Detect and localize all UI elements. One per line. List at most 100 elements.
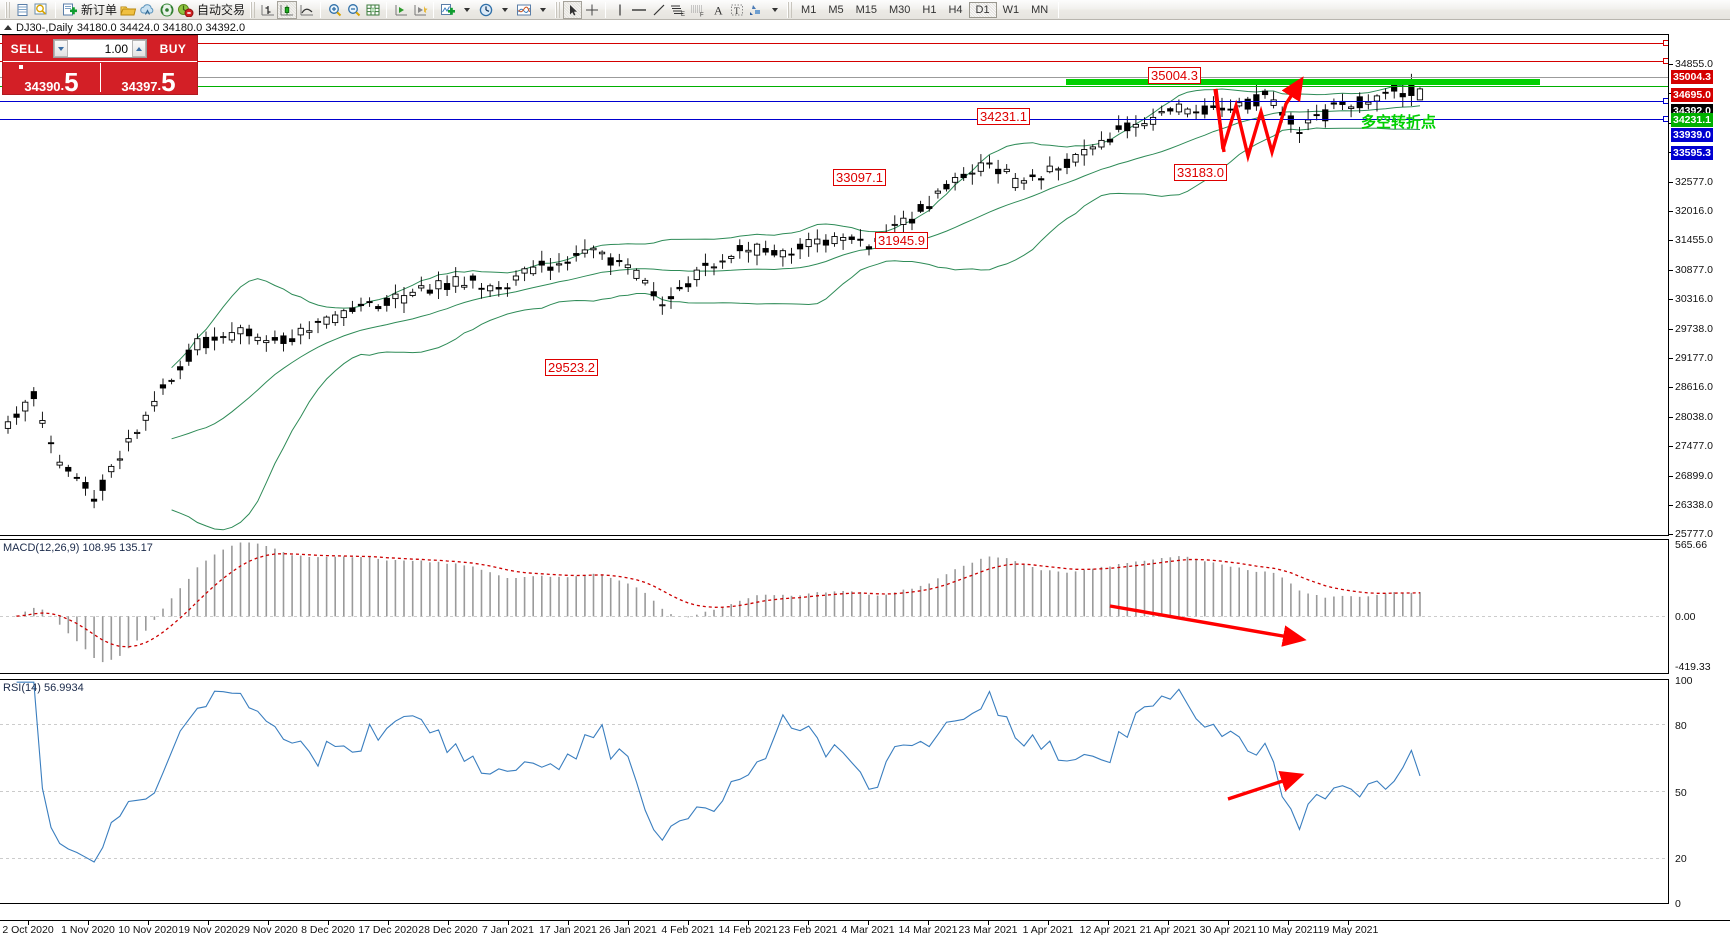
price-tag-34695[interactable]: 34695.0: [1671, 88, 1713, 102]
time-tick: [1228, 921, 1229, 925]
timeframe-m30[interactable]: M30: [889, 3, 911, 16]
timeframe-m5[interactable]: M5: [828, 3, 844, 16]
volume-decrement-button[interactable]: [54, 40, 68, 57]
volume-value[interactable]: 1.00: [104, 41, 128, 56]
buy-button[interactable]: BUY: [159, 41, 187, 56]
timeframe-w1[interactable]: W1: [1002, 3, 1020, 16]
rsi-scale[interactable]: 100 80 50 20 0: [1668, 675, 1730, 910]
price-tag-33939[interactable]: 33939.0: [1671, 128, 1713, 142]
hline-icon[interactable]: [629, 1, 649, 19]
timeframe-d1[interactable]: D1: [968, 1, 997, 18]
fibo-f-icon[interactable]: F: [688, 1, 708, 19]
price-tick: [1669, 445, 1673, 447]
templates-icon[interactable]: [514, 1, 533, 19]
macd-scale-label: 0.00: [1675, 611, 1696, 624]
cloud-icon[interactable]: [138, 1, 157, 19]
bar-chart-icon[interactable]: [258, 1, 277, 19]
rsi-scale-label: 100: [1675, 675, 1693, 687]
one-click-trade-panel[interactable]: SELL 1.00 BUY 34390 . 5 34397 . 5: [2, 35, 198, 95]
price-scale-label: 28616.0: [1675, 380, 1713, 393]
price-scale[interactable]: 34855.034294.033716.033155.032577.032016…: [1668, 34, 1730, 540]
timeframe-m15[interactable]: M15: [855, 3, 877, 16]
level-line-33939[interactable]: [0, 98, 1669, 104]
rsi-scale-label: 0: [1675, 898, 1681, 910]
level-line-33595[interactable]: [0, 116, 1669, 122]
toolbar-grip-2[interactable]: [250, 1, 256, 18]
templates-dropdown[interactable]: [533, 1, 552, 19]
candlestick-icon[interactable]: [277, 0, 298, 19]
chevron-down-icon: [464, 7, 471, 12]
price-tag-34231[interactable]: 34231.1: [1671, 113, 1713, 127]
folder-icon[interactable]: [119, 1, 138, 19]
rsi-scale-label: 50: [1675, 786, 1687, 799]
toolbar-grip-4[interactable]: [787, 1, 793, 18]
zoom-in-icon[interactable]: [325, 1, 344, 19]
new-order-label[interactable]: 新订单: [81, 3, 118, 17]
time-axis-label: 1 Nov 2020: [61, 924, 115, 936]
macd-pane[interactable]: MACD(12,26,9) 108.95 135.17: [0, 539, 1668, 674]
timeframe-mn[interactable]: MN: [1031, 3, 1049, 16]
level-line-35004[interactable]: [0, 40, 1669, 46]
buy-price-block[interactable]: 34397 . 5: [100, 61, 197, 95]
new-order-icon[interactable]: [60, 1, 79, 19]
autotrading-icon[interactable]: [176, 1, 195, 19]
sell-price-dot: .: [60, 78, 65, 93]
sell-price-integer: 34390: [24, 79, 61, 94]
label-icon[interactable]: T: [727, 1, 746, 19]
shift-end-icon[interactable]: [410, 1, 429, 19]
crosshair-icon[interactable]: [582, 1, 601, 19]
collapse-triangle-icon[interactable]: [4, 25, 12, 30]
level-line-34695[interactable]: [0, 58, 1669, 64]
level-line-34231[interactable]: [0, 86, 1668, 87]
time-axis-label: 30 Apr 2021: [1199, 924, 1257, 936]
price-tag-33595[interactable]: 33595.3: [1671, 146, 1713, 160]
symbol-ohlc: 34180.0 34424.0 34180.0 34392.0: [76, 21, 246, 34]
vline-icon[interactable]: [610, 1, 629, 19]
shapes-dropdown[interactable]: [765, 1, 784, 19]
timeframe-h1[interactable]: H1: [922, 3, 937, 16]
timeframe-h4[interactable]: H4: [948, 3, 963, 16]
line-chart-icon[interactable]: [297, 1, 316, 19]
price-scale-label: 26899.0: [1675, 469, 1713, 482]
trendline-icon[interactable]: [649, 1, 668, 19]
price-pane[interactable]: [0, 34, 1669, 536]
zoom-out-icon[interactable]: [344, 1, 363, 19]
period-dropdown[interactable]: [495, 1, 514, 19]
grid-toggle-icon[interactable]: [363, 1, 382, 19]
autotrading-label[interactable]: 自动交易: [197, 3, 246, 17]
signals-icon[interactable]: [157, 1, 176, 19]
grid-icon[interactable]: [13, 1, 32, 19]
add-indicator-dropdown[interactable]: [457, 1, 476, 19]
shift-start-icon[interactable]: [391, 1, 410, 19]
sell-price-block[interactable]: 34390 . 5: [3, 61, 100, 95]
chart-area[interactable]: MACD(12,26,9) 108.95 135.17 RSI(14) 56.9…: [0, 34, 1730, 936]
volume-field[interactable]: 1.00: [53, 39, 147, 58]
price-tag-35004[interactable]: 35004.3: [1671, 70, 1713, 84]
fibo-icon[interactable]: E: [668, 1, 688, 19]
period-clock-icon[interactable]: [476, 1, 495, 19]
text-icon[interactable]: A: [708, 1, 727, 19]
timeframe-m1[interactable]: M1: [801, 3, 817, 16]
volume-increment-button[interactable]: [132, 40, 146, 57]
toolbar-grip-3[interactable]: [555, 1, 561, 18]
price-scale-label: 32577.0: [1675, 175, 1713, 188]
chevron-down-icon-vol: [58, 46, 64, 51]
time-tick: [808, 921, 809, 925]
toolbar-grip[interactable]: [5, 1, 10, 18]
rsi-pane[interactable]: RSI(14) 56.9934: [0, 679, 1668, 904]
price-tick: [1669, 357, 1673, 359]
price-tick: [1669, 210, 1673, 212]
cursor-icon[interactable]: [563, 0, 583, 19]
time-axis[interactable]: 2 Oct 2020 1 Nov 2020 10 Nov 2020 19 Nov 20…: [0, 920, 1730, 939]
time-axis-label: 2 Oct 2020: [2, 924, 54, 936]
macd-label: MACD(12,26,9) 108.95 135.17: [3, 542, 153, 554]
zoom-search-icon[interactable]: [32, 1, 51, 19]
add-indicator-icon[interactable]: [438, 1, 457, 19]
toolbar-separator-6: [1058, 1, 1060, 18]
shapes-icon[interactable]: [746, 1, 765, 19]
sell-button[interactable]: SELL: [10, 41, 44, 56]
macd-scale[interactable]: 565.66 0.00 -419.33: [1668, 539, 1730, 674]
price-tick: [1669, 298, 1673, 300]
level-line-34392[interactable]: [0, 77, 1668, 78]
svg-text:T: T: [734, 6, 740, 16]
